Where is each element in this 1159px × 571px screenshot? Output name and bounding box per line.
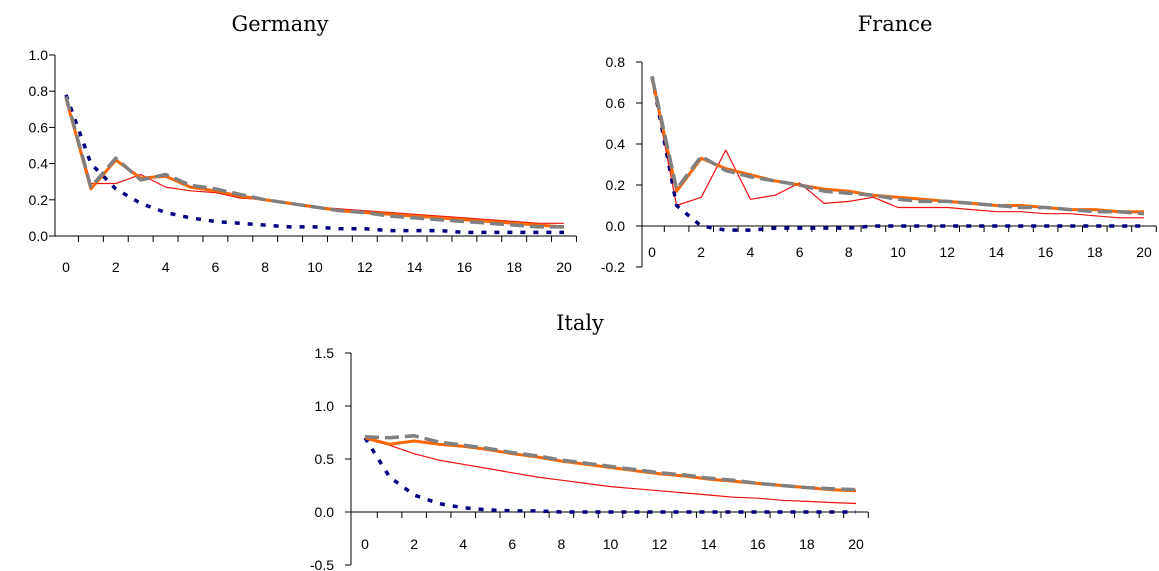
x-tick-label: 14 [701,536,717,552]
chart-title: Germany [231,12,328,36]
x-tick-label: 18 [799,536,815,552]
x-tick-label: 0 [648,244,656,260]
x-tick-label: 0 [361,536,369,552]
series-line-dashed-thick [64,96,564,229]
chart-title: Italy [556,311,604,335]
x-tick-label: 16 [1038,244,1054,260]
y-tick-label: 0.2 [29,192,49,208]
y-tick-label: -0.5 [310,557,334,571]
chart-panel-3: Italy -0.5 0.0 0.5 1.0 1.5 0 2 4 6 8 10 12 14 16 18 20 [310,311,869,571]
y-tick-label: 1.0 [315,398,335,414]
y-tick-label: 0.6 [606,95,626,111]
y-tick-label: 0.0 [315,504,335,520]
x-tick-label: 4 [747,244,755,260]
y-tick-label: -0.2 [601,259,625,275]
y-tick-label: 0.6 [29,119,49,135]
chart-panel-1: Germany 0.0 0.2 0.4 0.6 0.8 1.0 0 2 4 6 8 10 12 14 16 18… [29,12,577,275]
x-tick-label: 20 [1136,244,1152,260]
y-tick-label: 1.5 [315,345,335,361]
x-tick-label: 10 [603,536,619,552]
x-tick-label: 12 [652,536,668,552]
series-line-solid-thin [364,438,857,505]
y-tick-label: 0.0 [29,228,49,244]
x-tick-label: 0 [62,259,70,275]
x-tick-label: 6 [508,536,516,552]
x-tick-label: 20 [848,536,864,552]
y-tick-label: 0.2 [606,177,626,193]
y-tick-label: 1.0 [29,47,49,63]
x-tick-label: 12 [939,244,955,260]
x-tick-label: 2 [112,259,120,275]
series-line-dotted-thick [650,76,1144,232]
x-tick-label: 6 [212,259,220,275]
x-tick-label: 20 [556,259,572,275]
y-tick-label: 0.8 [606,54,626,70]
x-tick-label: 10 [307,259,323,275]
y-tick-label: 0.8 [29,83,49,99]
x-tick-label: 10 [890,244,906,260]
y-tick-label: 0.0 [606,218,626,234]
series-line-dotted-thick [64,94,564,235]
x-tick-label: 16 [750,536,766,552]
series-line-dotted-thick [363,436,856,514]
series-line-solid-thin [65,98,564,224]
x-tick-label: 18 [506,259,522,275]
x-tick-label: 2 [410,536,418,552]
series-line-solid-thick [650,78,1144,214]
x-tick-label: 6 [796,244,804,260]
x-tick-label: 14 [407,259,423,275]
x-tick-label: 2 [697,244,705,260]
x-tick-label: 18 [1087,244,1103,260]
x-tick-label: 4 [162,259,170,275]
chart-title: France [858,12,933,36]
y-tick-label: 0.5 [315,451,335,467]
x-tick-label: 4 [459,536,467,552]
series-line-solid-thick [364,436,857,493]
series-line-dashed-thick [364,433,857,492]
x-tick-label: 14 [989,244,1005,260]
y-tick-label: 0.4 [606,136,626,152]
x-tick-label: 8 [558,536,566,552]
y-tick-label: 0.4 [29,156,49,172]
x-tick-label: 8 [261,259,269,275]
series-line-solid-thin [651,78,1144,219]
chart-panel-2: France -0.2 0.0 0.2 0.4 0.6 0.8 0 2 4 6 8 10 12 14 16 18… [601,12,1157,275]
x-tick-label: 8 [845,244,853,260]
x-tick-label: 16 [457,259,473,275]
series-line-dashed-thick [650,76,1145,216]
x-tick-label: 12 [357,259,373,275]
